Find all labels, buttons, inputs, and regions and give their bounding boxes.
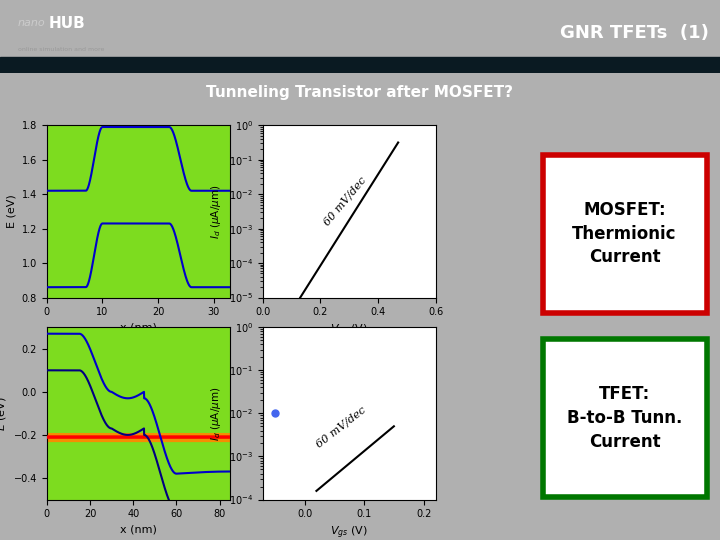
Text: MOSFET:
Thermionic
Current: MOSFET: Thermionic Current bbox=[572, 201, 677, 266]
Text: TFET:
B-to-B Tunn.
Current: TFET: B-to-B Tunn. Current bbox=[567, 386, 683, 450]
Text: 60 mV/dec: 60 mV/dec bbox=[322, 175, 368, 227]
Text: 60 mV/dec: 60 mV/dec bbox=[315, 405, 368, 450]
FancyBboxPatch shape bbox=[543, 339, 706, 497]
Y-axis label: $I_d$ ($\mu$A/$\mu$m): $I_d$ ($\mu$A/$\mu$m) bbox=[210, 184, 223, 239]
X-axis label: x (nm): x (nm) bbox=[120, 525, 157, 535]
Text: online simulation and more: online simulation and more bbox=[18, 47, 104, 52]
Y-axis label: $I_d$ ($\mu$A/$\mu$m): $I_d$ ($\mu$A/$\mu$m) bbox=[210, 386, 223, 441]
Text: HUB: HUB bbox=[49, 16, 86, 31]
X-axis label: x (nm): x (nm) bbox=[120, 323, 157, 333]
X-axis label: $V_{gs}$ (V): $V_{gs}$ (V) bbox=[330, 525, 368, 540]
X-axis label: $V_{gs}$ (V): $V_{gs}$ (V) bbox=[330, 323, 368, 339]
Text: Tunneling Transistor after MOSFET?: Tunneling Transistor after MOSFET? bbox=[207, 85, 513, 100]
Text: nano: nano bbox=[18, 18, 45, 28]
Bar bbox=[0, 57, 720, 73]
Y-axis label: E (eV): E (eV) bbox=[6, 194, 16, 228]
Y-axis label: $E$ (eV): $E$ (eV) bbox=[0, 396, 8, 431]
FancyBboxPatch shape bbox=[543, 154, 706, 313]
Text: GNR TFETs  (1): GNR TFETs (1) bbox=[560, 24, 709, 42]
